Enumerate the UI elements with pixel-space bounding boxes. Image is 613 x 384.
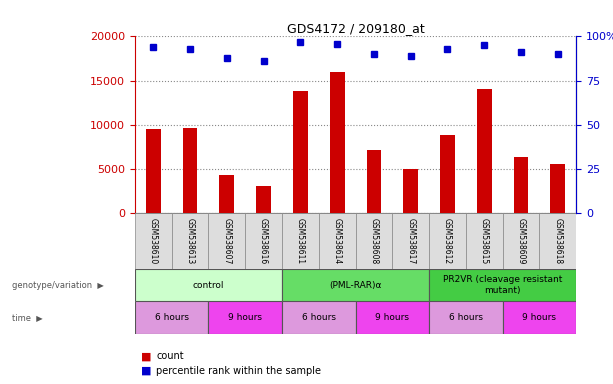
Bar [282,269,429,301]
Text: PR2VR (cleavage resistant
mutant): PR2VR (cleavage resistant mutant) [443,275,562,295]
Bar [330,72,345,213]
Bar [282,301,356,334]
Bar [356,301,429,334]
Text: ■: ■ [141,366,151,376]
Text: (PML-RAR)α: (PML-RAR)α [329,281,382,290]
Bar [429,269,576,301]
Text: 9 hours: 9 hours [375,313,409,322]
Bar [219,175,234,213]
Bar [293,91,308,213]
Bar [550,164,565,213]
Text: percentile rank within the sample: percentile rank within the sample [156,366,321,376]
Text: genotype/variation  ▶: genotype/variation ▶ [12,281,104,290]
Bar [503,213,539,269]
Text: GSM538608: GSM538608 [370,218,378,264]
Text: GSM538617: GSM538617 [406,218,415,264]
Text: GSM538611: GSM538611 [296,218,305,264]
Bar [135,213,172,269]
Text: GSM538614: GSM538614 [333,218,341,264]
Bar [208,301,282,334]
Bar [403,169,418,213]
Bar [208,213,245,269]
Text: GSM538607: GSM538607 [223,218,231,264]
Bar [539,213,576,269]
Text: GSM538610: GSM538610 [149,218,158,264]
Bar [514,157,528,213]
Text: GSM538618: GSM538618 [554,218,562,264]
Bar [429,301,503,334]
Text: 6 hours: 6 hours [154,313,189,322]
Text: GSM538613: GSM538613 [186,218,194,264]
Text: ■: ■ [141,351,151,361]
Bar [282,213,319,269]
Bar [146,129,161,213]
Text: 6 hours: 6 hours [449,313,483,322]
Text: GSM538616: GSM538616 [259,218,268,264]
Bar [135,269,282,301]
Bar [429,213,466,269]
Bar [319,213,356,269]
Text: 9 hours: 9 hours [522,313,557,322]
Bar [440,134,455,213]
Text: 6 hours: 6 hours [302,313,336,322]
Text: 9 hours: 9 hours [228,313,262,322]
Bar [245,213,282,269]
Text: count: count [156,351,184,361]
Bar [183,128,197,213]
Bar [466,213,503,269]
Bar [256,186,271,213]
Bar [172,213,208,269]
Bar [392,213,429,269]
Text: GSM538612: GSM538612 [443,218,452,264]
Text: GSM538615: GSM538615 [480,218,489,264]
Bar [367,149,381,213]
Bar [503,301,576,334]
Bar [356,213,392,269]
Text: control: control [192,281,224,290]
Text: time  ▶: time ▶ [12,313,43,322]
Text: GSM538609: GSM538609 [517,218,525,264]
Bar [135,301,208,334]
Title: GDS4172 / 209180_at: GDS4172 / 209180_at [287,22,424,35]
Bar [477,89,492,213]
